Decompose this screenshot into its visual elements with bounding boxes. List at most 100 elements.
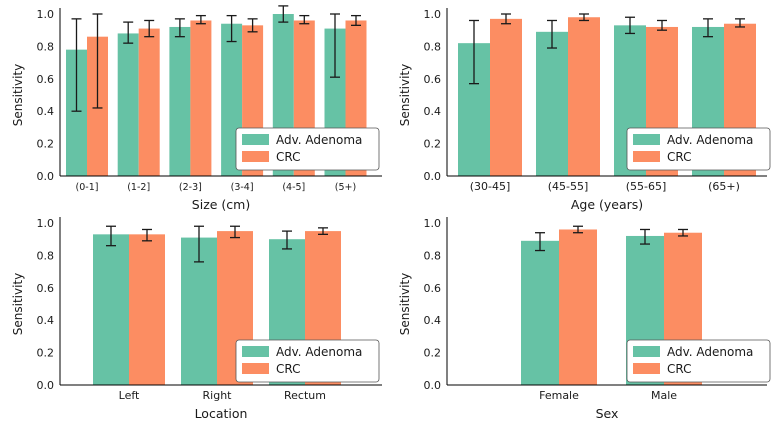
error-bar <box>735 18 745 28</box>
bar-crc <box>568 17 600 176</box>
x-tick-label: Female <box>539 389 579 402</box>
legend-swatch-crc <box>633 151 660 162</box>
bar-crc <box>129 234 165 385</box>
error-bar <box>501 13 511 25</box>
bar-adenoma <box>66 49 87 176</box>
x-tick-label: Right <box>203 389 233 402</box>
error-bar <box>226 14 237 43</box>
legend-label: Adv. Adenoma <box>667 345 753 359</box>
legend-frame <box>235 127 380 171</box>
error-bar <box>142 228 152 242</box>
x-tick-label: Male <box>651 389 677 402</box>
y-tick-label: 0.2 <box>424 347 442 360</box>
y-tick-label: 0.6 <box>37 282 55 295</box>
chart-panel-2: (30-45] (45-55] (55-65] (65+) 0.0 0.2 0.4 0.6 0.… <box>398 8 771 212</box>
x-tick-label: (0-1] <box>76 182 99 193</box>
error-bar <box>678 228 688 237</box>
legend-swatch-crc <box>633 363 660 374</box>
error-bar <box>625 16 635 35</box>
y-tick-label: 0.4 <box>37 314 55 327</box>
bar-crc <box>138 28 160 176</box>
legend-frame <box>235 339 380 383</box>
x-axis-label: Location <box>195 406 248 421</box>
legend-swatch-adenoma <box>242 134 269 145</box>
x-tick-label: (5+) <box>335 182 356 193</box>
legend: Adv. Adenoma CRC <box>626 127 771 171</box>
legend-label: Adv. Adenoma <box>276 345 362 359</box>
legend-frame <box>626 339 771 383</box>
y-axis-label: Sensitivity <box>398 273 412 335</box>
bar-adenoma <box>93 234 129 385</box>
error-bar <box>469 19 479 85</box>
y-tick-label: 0.8 <box>37 249 55 262</box>
x-tick-label: (3-4] <box>231 182 254 193</box>
error-bar <box>299 14 310 25</box>
legend-frame <box>626 127 771 171</box>
error-bar <box>194 225 204 263</box>
y-tick-label: 0.8 <box>424 40 442 53</box>
bar-crc <box>190 20 212 177</box>
chart-panel-3: Left Right Rectum 0.0 0.2 0.4 0.6 0.8 1.0 Locatio… <box>11 217 382 421</box>
chart-panel-1: (0-1] (1-2] (2-3] (3-4] (4-5] (5+) 0.0 0.2 0.4 0.… <box>11 5 382 212</box>
x-axis-label: Size (cm) <box>192 197 250 212</box>
bar-adenoma <box>117 33 139 176</box>
x-tick-label: (55-65] <box>626 180 667 193</box>
error-bar <box>351 14 361 26</box>
error-bar <box>106 225 116 247</box>
y-tick-label: 0.0 <box>37 379 55 392</box>
error-bar <box>230 225 240 239</box>
error-bar <box>71 18 82 112</box>
error-bar <box>174 18 185 38</box>
error-bar <box>318 227 328 235</box>
x-tick-label: Rectum <box>284 389 326 402</box>
error-bar <box>703 18 713 38</box>
x-axis-label: Age (years) <box>571 197 643 212</box>
x-tick-label: (45-55] <box>548 180 589 193</box>
y-tick-label: 1.0 <box>424 8 442 21</box>
x-axis-label: Sex <box>596 406 619 421</box>
legend: Adv. Adenoma CRC <box>235 339 380 383</box>
y-tick-label: 0.2 <box>37 347 55 360</box>
y-tick-label: 1.0 <box>37 217 55 230</box>
x-tick-label: (30-45] <box>470 180 511 193</box>
x-tick-label: (4-5] <box>282 182 305 193</box>
error-bar <box>247 18 258 33</box>
bar-adenoma <box>536 31 568 176</box>
y-tick-label: 0.4 <box>37 105 55 118</box>
error-bar <box>640 228 650 245</box>
y-tick-label: 0.2 <box>37 138 55 151</box>
error-bar <box>195 14 206 25</box>
y-tick-label: 0.4 <box>424 105 442 118</box>
y-axis-label: Sensitivity <box>11 273 25 335</box>
y-tick-label: 0.0 <box>37 170 55 183</box>
error-bar <box>547 19 557 49</box>
error-bar <box>657 19 667 31</box>
error-bar <box>144 19 155 38</box>
legend-swatch-adenoma <box>633 346 660 357</box>
legend-label: CRC <box>276 362 301 376</box>
x-tick-label: (1-2] <box>127 182 150 193</box>
bar-crc <box>490 18 522 176</box>
y-tick-label: 0.4 <box>424 314 442 327</box>
y-tick-label: 1.0 <box>424 217 442 230</box>
y-tick-label: 0.2 <box>424 138 442 151</box>
y-tick-label: 0.0 <box>424 379 442 392</box>
y-tick-label: 0.8 <box>424 249 442 262</box>
bar-crc <box>559 229 597 385</box>
y-tick-label: 0.6 <box>424 73 442 86</box>
y-axis-label: Sensitivity <box>398 64 412 126</box>
error-bar <box>92 13 103 109</box>
x-tick-label: (65+) <box>708 180 740 193</box>
y-tick-label: 0.6 <box>424 282 442 295</box>
error-bar <box>282 230 292 250</box>
y-tick-label: 0.8 <box>37 40 55 53</box>
chart-panel-4: Female Male 0.0 0.2 0.4 0.6 0.8 1.0 Sex Sensitivi… <box>398 217 771 421</box>
legend-swatch-crc <box>242 363 269 374</box>
legend-swatch-crc <box>242 151 269 162</box>
error-bar <box>278 5 289 23</box>
legend-label: Adv. Adenoma <box>667 133 753 147</box>
x-tick-label: (2-3] <box>179 182 202 193</box>
bar-adenoma <box>521 240 559 385</box>
y-tick-label: 0.6 <box>37 73 55 86</box>
